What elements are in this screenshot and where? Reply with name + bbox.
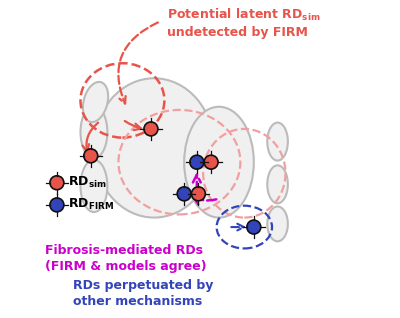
Text: RDs perpetuated by
other mechanisms: RDs perpetuated by other mechanisms bbox=[73, 279, 214, 308]
Text: RD$_{\mathregular{FIRM}}$: RD$_{\mathregular{FIRM}}$ bbox=[68, 197, 114, 212]
Ellipse shape bbox=[267, 165, 288, 203]
Ellipse shape bbox=[267, 206, 288, 241]
Text: Potential latent RD$_{\mathregular{sim}}$: Potential latent RD$_{\mathregular{sim}}… bbox=[167, 7, 320, 23]
Ellipse shape bbox=[80, 160, 107, 212]
Circle shape bbox=[247, 220, 261, 234]
Circle shape bbox=[50, 198, 64, 212]
Text: RD$_{\mathregular{sim}}$: RD$_{\mathregular{sim}}$ bbox=[68, 175, 107, 190]
Text: undetected by FIRM: undetected by FIRM bbox=[167, 26, 308, 39]
Circle shape bbox=[204, 155, 218, 169]
Ellipse shape bbox=[80, 106, 107, 158]
Circle shape bbox=[50, 176, 64, 190]
Ellipse shape bbox=[83, 82, 108, 122]
Text: Fibrosis-mediated RDs
(FIRM & models agree): Fibrosis-mediated RDs (FIRM & models agr… bbox=[45, 245, 206, 273]
Ellipse shape bbox=[94, 78, 214, 218]
Circle shape bbox=[192, 187, 205, 201]
Ellipse shape bbox=[184, 107, 254, 218]
Circle shape bbox=[144, 122, 158, 136]
Circle shape bbox=[177, 187, 191, 201]
Circle shape bbox=[190, 155, 204, 169]
Ellipse shape bbox=[267, 123, 288, 161]
Circle shape bbox=[84, 149, 98, 163]
